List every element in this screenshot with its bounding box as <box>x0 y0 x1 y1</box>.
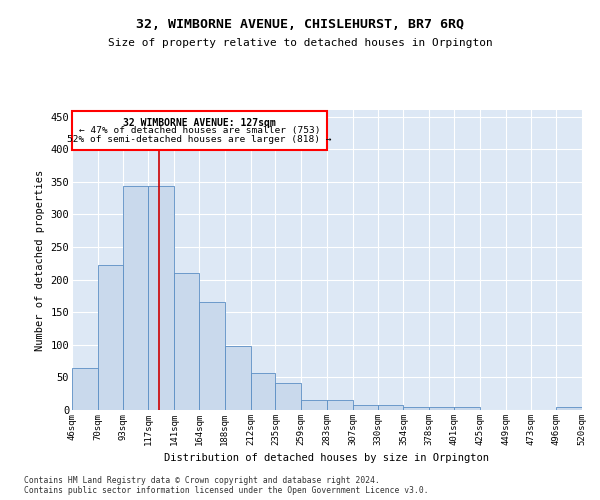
Bar <box>327 400 353 410</box>
Bar <box>275 382 301 410</box>
Text: Size of property relative to detached houses in Orpington: Size of property relative to detached ho… <box>107 38 493 48</box>
Bar <box>556 406 582 410</box>
Bar <box>403 406 429 410</box>
Bar <box>429 408 454 410</box>
Text: 32 WIMBORNE AVENUE: 127sqm: 32 WIMBORNE AVENUE: 127sqm <box>123 118 276 128</box>
Bar <box>98 265 122 410</box>
Bar <box>72 368 98 410</box>
Text: ← 47% of detached houses are smaller (753): ← 47% of detached houses are smaller (75… <box>79 126 320 136</box>
Bar <box>454 406 480 410</box>
Text: Contains HM Land Registry data © Crown copyright and database right 2024.: Contains HM Land Registry data © Crown c… <box>24 476 380 485</box>
Text: 52% of semi-detached houses are larger (818) →: 52% of semi-detached houses are larger (… <box>67 135 332 144</box>
Bar <box>377 406 403 410</box>
Bar <box>301 400 327 410</box>
Bar <box>174 273 199 410</box>
Text: 32, WIMBORNE AVENUE, CHISLEHURST, BR7 6RQ: 32, WIMBORNE AVENUE, CHISLEHURST, BR7 6R… <box>136 18 464 30</box>
Bar <box>122 186 148 410</box>
Text: Contains public sector information licensed under the Open Government Licence v3: Contains public sector information licen… <box>24 486 428 495</box>
Bar <box>251 373 275 410</box>
Bar <box>199 302 225 410</box>
Bar <box>148 186 174 410</box>
Bar <box>353 405 377 410</box>
Y-axis label: Number of detached properties: Number of detached properties <box>35 170 45 350</box>
Bar <box>225 346 251 410</box>
Bar <box>72 112 327 150</box>
X-axis label: Distribution of detached houses by size in Orpington: Distribution of detached houses by size … <box>164 454 490 464</box>
